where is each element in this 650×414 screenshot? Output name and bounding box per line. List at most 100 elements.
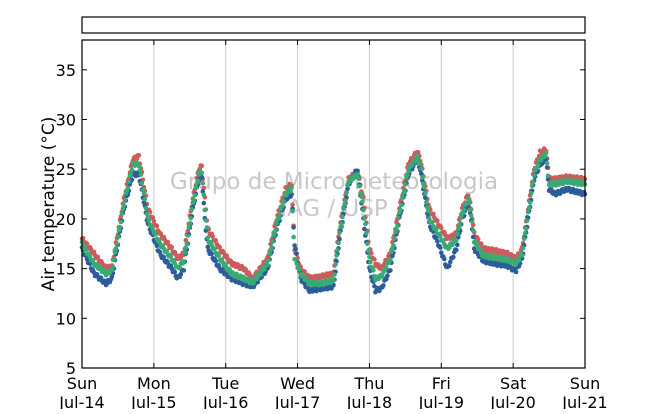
data-point <box>530 179 536 185</box>
data-point <box>465 196 471 201</box>
y-tick-label: 25 <box>56 160 76 179</box>
x-tick-label-date: Jul-14 <box>58 393 104 409</box>
data-point <box>217 244 222 250</box>
data-point <box>210 234 215 239</box>
data-point <box>534 166 540 171</box>
data-point <box>333 262 338 267</box>
data-point <box>129 167 135 173</box>
data-point <box>262 266 267 272</box>
data-point <box>385 273 390 279</box>
data-point <box>523 226 529 232</box>
data-point <box>341 206 346 211</box>
data-point <box>192 192 198 198</box>
data-point <box>213 258 218 264</box>
data-point <box>189 207 195 212</box>
data-point <box>470 228 476 233</box>
data-point <box>243 267 248 272</box>
data-point <box>109 274 115 280</box>
data-point <box>339 221 344 226</box>
data-point <box>293 246 298 252</box>
data-series <box>79 146 588 295</box>
data-point <box>457 221 463 226</box>
data-point <box>454 247 459 253</box>
x-tick-label-date: Jul-16 <box>202 393 248 409</box>
data-point <box>425 205 430 210</box>
data-point <box>332 272 337 277</box>
watermark: Grupo de Micrometeorologia IAG / USP <box>170 169 498 222</box>
data-point <box>519 252 525 258</box>
data-point <box>474 243 480 248</box>
data-point <box>430 219 435 225</box>
data-point <box>441 238 446 243</box>
data-point <box>110 264 116 270</box>
data-point <box>140 187 146 193</box>
data-point <box>161 254 167 260</box>
data-point <box>365 241 370 247</box>
data-point <box>454 238 459 243</box>
data-point <box>342 202 347 207</box>
data-point <box>355 172 360 177</box>
data-point <box>293 257 298 262</box>
data-point <box>345 183 350 188</box>
data-point <box>186 225 192 230</box>
data-point <box>151 218 157 224</box>
data-point <box>359 194 364 199</box>
data-point <box>447 245 452 250</box>
data-point <box>435 239 440 244</box>
data-point <box>420 175 425 180</box>
x-tick-label-day: Mon <box>137 374 171 393</box>
data-point <box>185 233 191 238</box>
data-point <box>202 207 208 213</box>
data-point <box>269 245 274 250</box>
data-point <box>337 236 342 242</box>
data-point <box>544 160 550 166</box>
data-point <box>182 250 188 255</box>
data-point <box>265 262 270 268</box>
data-point <box>372 257 377 262</box>
data-point <box>364 230 369 236</box>
x-tick-label-day: Sun <box>67 374 97 393</box>
data-point <box>415 153 420 158</box>
data-point <box>270 239 275 244</box>
data-point <box>121 203 127 208</box>
data-point <box>531 173 537 178</box>
data-point <box>126 179 132 184</box>
data-point <box>88 247 94 252</box>
data-point <box>455 242 460 248</box>
data-point <box>289 185 294 190</box>
data-point <box>335 248 340 253</box>
data-point <box>221 250 226 256</box>
x-tick-label-day: Sun <box>570 374 600 393</box>
data-point <box>368 259 373 265</box>
y-tick-label: 20 <box>56 210 76 229</box>
data-point <box>442 256 447 262</box>
data-point <box>392 236 397 241</box>
data-point <box>355 168 360 174</box>
data-point <box>520 245 526 251</box>
data-point <box>149 223 155 228</box>
data-point <box>527 200 533 205</box>
data-point <box>181 259 187 264</box>
data-point <box>457 225 462 230</box>
data-point <box>399 202 404 208</box>
data-point <box>168 254 174 259</box>
data-point <box>337 230 342 235</box>
data-point <box>334 253 339 258</box>
data-point <box>380 274 385 279</box>
data-point <box>201 185 207 191</box>
data-point <box>154 243 160 248</box>
data-point <box>388 257 393 262</box>
watermark-line-2: IAG / USP <box>280 196 388 222</box>
data-point <box>172 269 178 275</box>
data-point <box>423 191 428 196</box>
data-point <box>427 216 432 221</box>
x-tick-label-day: Sat <box>500 374 526 393</box>
data-point <box>83 247 89 252</box>
data-point <box>227 267 232 273</box>
data-point <box>424 199 429 205</box>
data-point <box>113 246 119 251</box>
x-tick-label-day: Tue <box>211 374 239 393</box>
data-point <box>363 221 368 227</box>
data-point <box>193 185 199 190</box>
data-point <box>525 209 531 215</box>
